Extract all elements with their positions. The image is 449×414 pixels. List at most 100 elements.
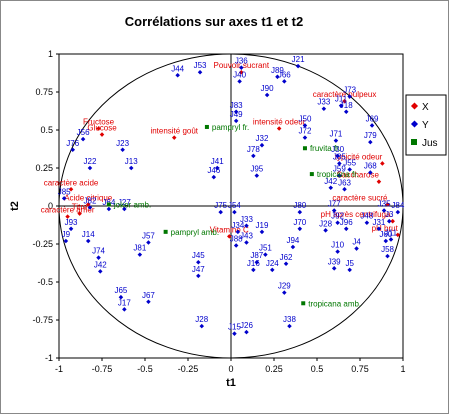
data-point xyxy=(282,290,287,295)
point-label: J47 xyxy=(192,265,205,274)
point-label: J11 xyxy=(385,228,398,237)
point-label: J68 xyxy=(364,162,377,171)
point-label: J27 xyxy=(118,198,131,207)
point-label: J87 xyxy=(250,251,263,260)
data-point xyxy=(122,206,127,212)
data-point xyxy=(254,259,260,265)
data-point xyxy=(87,205,93,210)
data-point xyxy=(106,202,111,207)
data-point xyxy=(338,103,344,108)
x-tick-label: -0.25 xyxy=(178,364,199,374)
point-label: J21 xyxy=(292,55,305,64)
data-point xyxy=(337,161,342,166)
point-label: joker amb. xyxy=(113,200,151,209)
point-label: J63 xyxy=(338,178,351,187)
point-label: J60 xyxy=(379,230,392,239)
data-point xyxy=(85,238,91,244)
point-label: J42 xyxy=(324,177,337,186)
data-point xyxy=(175,73,180,78)
data-point xyxy=(65,214,70,219)
point-label: J96 xyxy=(340,218,353,227)
point-label: J33 xyxy=(240,215,253,224)
point-label: J35 xyxy=(378,200,391,209)
point-label: J54 xyxy=(228,201,241,210)
data-point xyxy=(63,238,69,244)
point-label: J58 xyxy=(381,245,394,254)
data-point xyxy=(354,246,359,251)
data-point xyxy=(290,244,296,250)
point-label: J67 xyxy=(142,291,155,300)
data-point xyxy=(61,196,67,201)
point-label: J57 xyxy=(142,231,155,240)
point-label: J4 xyxy=(352,238,361,247)
data-point xyxy=(98,269,103,274)
y-tick-label: -0.5 xyxy=(37,277,53,287)
point-label: J32 xyxy=(256,134,269,143)
point-label: pampryl fr. xyxy=(212,123,249,132)
point-label: J81 xyxy=(133,244,146,253)
data-point xyxy=(347,267,352,273)
point-label: J39 xyxy=(328,257,341,266)
point-label: J9 xyxy=(62,230,71,239)
point-label: J89 xyxy=(271,66,284,75)
point-label: intensité odeur xyxy=(253,117,306,126)
point-label: J23 xyxy=(116,139,129,148)
data-point xyxy=(120,147,125,153)
point-label: J17 xyxy=(118,298,131,307)
point-label: pH brut xyxy=(372,224,399,233)
point-label: J80 xyxy=(293,201,306,210)
point-label: J84 xyxy=(391,201,404,210)
point-label: J94 xyxy=(286,236,299,245)
point-label: tropicana fr. xyxy=(317,170,359,179)
data-point xyxy=(301,301,306,306)
point-label: J66 xyxy=(278,70,291,79)
data-point xyxy=(302,146,307,151)
point-label: J34 xyxy=(231,221,244,230)
point-label: caractère acide xyxy=(44,178,99,187)
data-point xyxy=(381,208,387,213)
legend-marker xyxy=(410,102,419,110)
data-point xyxy=(196,273,201,279)
data-point xyxy=(251,267,256,273)
point-label: J43 xyxy=(240,231,253,240)
point-label: J18 xyxy=(340,101,353,110)
data-point xyxy=(263,252,268,257)
point-label: J11 xyxy=(335,95,348,104)
x-tick-label: -0.75 xyxy=(92,364,113,374)
point-label: J82 xyxy=(84,197,97,206)
x-tick-label: 0 xyxy=(228,364,233,374)
data-point xyxy=(297,226,303,232)
point-label: J75 xyxy=(214,201,227,210)
data-point xyxy=(283,261,289,267)
data-point xyxy=(68,187,74,192)
y-tick-label: 0 xyxy=(48,201,53,211)
data-point xyxy=(270,267,275,273)
y-tick-label: 0.25 xyxy=(35,163,53,173)
data-point xyxy=(342,187,347,192)
point-label: J41 xyxy=(211,157,224,166)
data-point xyxy=(137,252,143,257)
point-label: J36 xyxy=(235,57,248,66)
y-tick-label: -0.25 xyxy=(32,239,53,249)
data-point xyxy=(80,136,86,142)
point-label: Pouvoir sucrant xyxy=(214,61,270,70)
data-point xyxy=(146,299,151,305)
point-label: J74 xyxy=(92,247,105,256)
legend: XY Jus xyxy=(405,94,447,156)
point-label: intensité goût xyxy=(150,127,198,136)
point-label: J90 xyxy=(261,84,274,93)
point-label: J53 xyxy=(194,61,207,70)
point-label: J92 xyxy=(331,212,344,221)
ticks-layer: -1 -0.75 -0.5 -0.25 0 0.25 0.5 0.75 1 1 0.75 0.5 0.2… xyxy=(32,49,405,374)
data-point xyxy=(87,165,93,171)
data-point xyxy=(163,229,168,234)
point-label: caractère sucré xyxy=(332,193,388,202)
data-point xyxy=(390,218,395,224)
point-label: J56 xyxy=(77,128,90,137)
point-label: fruvita fr. xyxy=(310,144,341,153)
data-point xyxy=(380,161,385,166)
data-point xyxy=(259,229,265,235)
x-tick-label: 0.5 xyxy=(311,364,324,374)
